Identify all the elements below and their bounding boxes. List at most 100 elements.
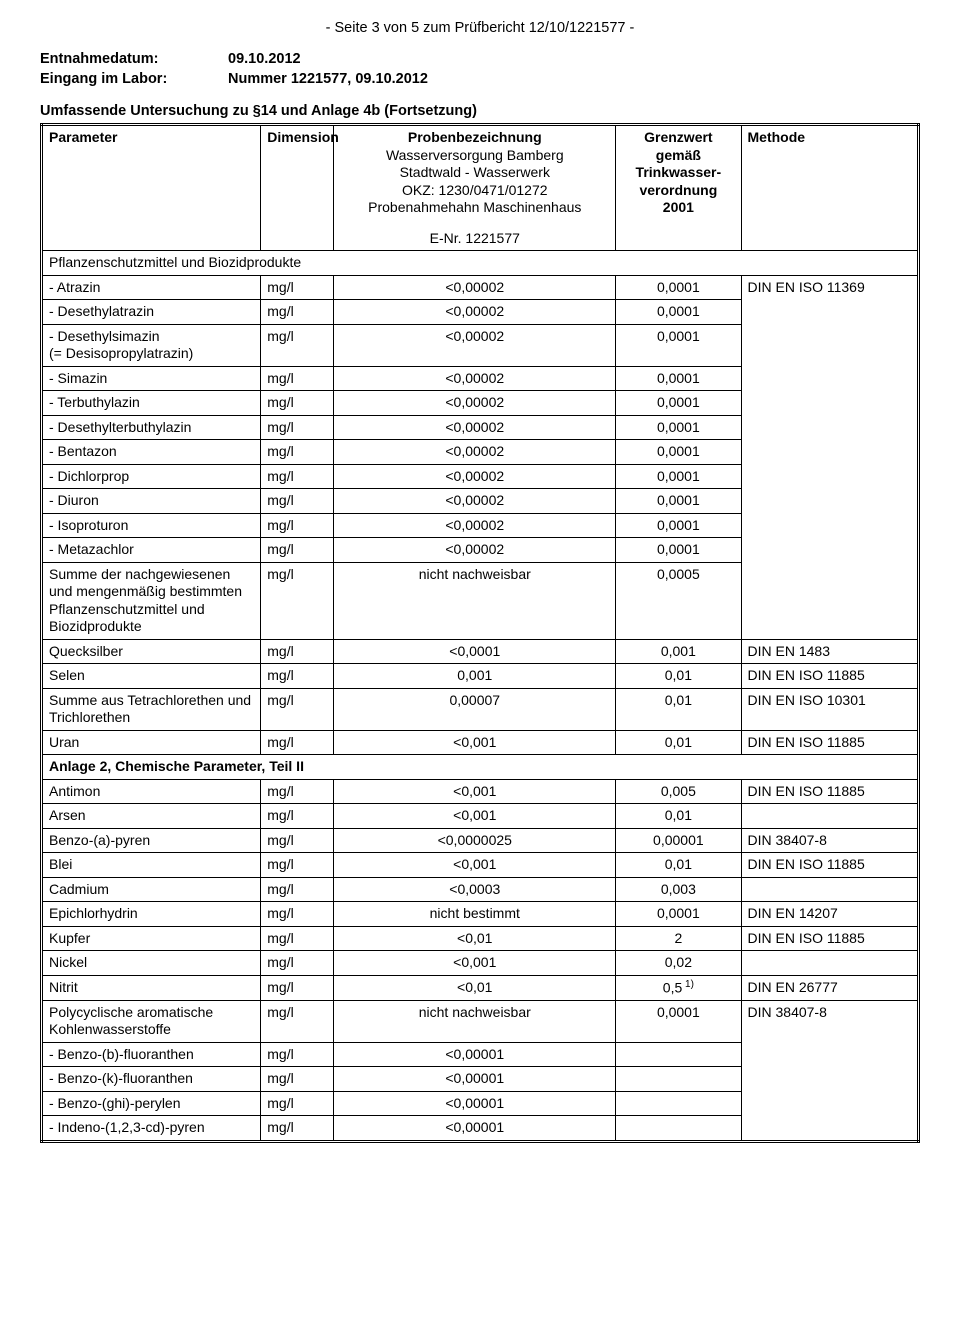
cell-parameter: Antimon <box>42 779 261 804</box>
cell-limit: 0,01 <box>616 853 741 878</box>
table-row: Nickelmg/l<0,0010,02 <box>42 951 919 976</box>
cell-limit: 0,0001 <box>616 275 741 300</box>
cell-dimension: mg/l <box>261 902 334 927</box>
cell-limit: 0,001 <box>616 639 741 664</box>
table-body: Pflanzenschutzmittel und Biozidprodukte-… <box>42 251 919 1142</box>
header-probe-line-2: OKZ: 1230/0471/01272 <box>340 182 609 200</box>
header-grenz-line-3: 2001 <box>622 199 734 217</box>
cell-limit: 0,0001 <box>616 300 741 325</box>
cell-dimension: mg/l <box>261 877 334 902</box>
cell-limit <box>616 1091 741 1116</box>
cell-limit: 0,5 1) <box>616 975 741 1000</box>
cell-limit: 0,0001 <box>616 538 741 563</box>
cell-method: DIN EN ISO 11369 <box>741 275 919 639</box>
cell-value: <0,001 <box>334 951 616 976</box>
cell-parameter: - Diuron <box>42 489 261 514</box>
cell-value: nicht nachweisbar <box>334 1000 616 1042</box>
cell-value: <0,00002 <box>334 440 616 465</box>
header-spacer-1 <box>42 220 261 251</box>
header-probe-line-1: Stadtwald - Wasserwerk <box>340 164 609 182</box>
cell-method: DIN EN ISO 11885 <box>741 664 919 689</box>
table-row: Uranmg/l<0,0010,01DIN EN ISO 11885 <box>42 730 919 755</box>
cell-method: DIN EN 14207 <box>741 902 919 927</box>
cell-value: nicht nachweisbar <box>334 562 616 639</box>
cell-value: nicht bestimmt <box>334 902 616 927</box>
cell-limit <box>616 1116 741 1142</box>
cell-value: <0,00001 <box>334 1042 616 1067</box>
cell-value: <0,00002 <box>334 324 616 366</box>
cell-parameter: - Desethylsimazin (= Desisopropylatrazin… <box>42 324 261 366</box>
cell-limit <box>616 1067 741 1092</box>
cell-value: <0,00002 <box>334 366 616 391</box>
page-header: - Seite 3 von 5 zum Prüfbericht 12/10/12… <box>40 20 920 36</box>
cell-dimension: mg/l <box>261 730 334 755</box>
cell-value: <0,01 <box>334 926 616 951</box>
cell-value: 0,001 <box>334 664 616 689</box>
cell-dimension: mg/l <box>261 275 334 300</box>
table-row: Selenmg/l0,0010,01DIN EN ISO 11885 <box>42 664 919 689</box>
cell-dimension: mg/l <box>261 828 334 853</box>
cell-parameter: - Benzo-(k)-fluoranthen <box>42 1067 261 1092</box>
cell-value: <0,001 <box>334 779 616 804</box>
cell-dimension: mg/l <box>261 1042 334 1067</box>
header-probe-line-3: Probenahmehahn Maschinenhaus <box>340 199 609 217</box>
cell-parameter: - Benzo-(ghi)-perylen <box>42 1091 261 1116</box>
cell-limit: 0,0001 <box>616 324 741 366</box>
cell-limit: 0,003 <box>616 877 741 902</box>
cell-dimension: mg/l <box>261 688 334 730</box>
cell-dimension: mg/l <box>261 639 334 664</box>
cell-dimension: mg/l <box>261 513 334 538</box>
table-row: - Atrazinmg/l<0,000020,0001DIN EN ISO 11… <box>42 275 919 300</box>
cell-dimension: mg/l <box>261 562 334 639</box>
table-row: Polycyclische aromatische Kohlenwasserst… <box>42 1000 919 1042</box>
cell-value: <0,00002 <box>334 300 616 325</box>
cell-dimension: mg/l <box>261 489 334 514</box>
header-grenz-line-0: gemäß <box>622 147 734 165</box>
cell-value: <0,001 <box>334 730 616 755</box>
cell-value: <0,001 <box>334 804 616 829</box>
cell-dimension: mg/l <box>261 926 334 951</box>
section-header-row: Anlage 2, Chemische Parameter, Teil II <box>42 755 919 780</box>
cell-dimension: mg/l <box>261 324 334 366</box>
cell-method: DIN EN ISO 11885 <box>741 926 919 951</box>
cell-limit: 0,0005 <box>616 562 741 639</box>
cell-limit: 0,0001 <box>616 391 741 416</box>
cell-limit: 0,01 <box>616 804 741 829</box>
cell-value: <0,00002 <box>334 415 616 440</box>
header-spacer-4 <box>741 220 919 251</box>
cell-value: <0,00002 <box>334 513 616 538</box>
cell-parameter: - Indeno-(1,2,3-cd)-pyren <box>42 1116 261 1142</box>
cell-limit: 0,01 <box>616 730 741 755</box>
cell-dimension: mg/l <box>261 951 334 976</box>
table-row: Nitritmg/l<0,010,5 1)DIN EN 26777 <box>42 975 919 1000</box>
cell-dimension: mg/l <box>261 804 334 829</box>
cell-value: <0,00001 <box>334 1116 616 1142</box>
cell-parameter: Polycyclische aromatische Kohlenwasserst… <box>42 1000 261 1042</box>
cell-value: <0,00002 <box>334 464 616 489</box>
header-grenz-line-2: verordnung <box>622 182 734 200</box>
cell-parameter: - Metazachlor <box>42 538 261 563</box>
cell-method <box>741 951 919 976</box>
table-row: Quecksilbermg/l<0,00010,001DIN EN 1483 <box>42 639 919 664</box>
cell-value: 0,00007 <box>334 688 616 730</box>
sampling-date-value: 09.10.2012 <box>228 50 301 70</box>
cell-value: <0,00002 <box>334 275 616 300</box>
cell-parameter: Cadmium <box>42 877 261 902</box>
table-row: Summe aus Tetrachlorethen und Trichloret… <box>42 688 919 730</box>
header-methode: Methode <box>741 125 919 220</box>
cell-parameter: Selen <box>42 664 261 689</box>
cell-parameter: - Atrazin <box>42 275 261 300</box>
cell-value: <0,00001 <box>334 1067 616 1092</box>
cell-value: <0,00001 <box>334 1091 616 1116</box>
cell-method: DIN EN ISO 11885 <box>741 853 919 878</box>
cell-value: <0,0000025 <box>334 828 616 853</box>
header-enr: E-Nr. 1221577 <box>334 220 616 251</box>
cell-dimension: mg/l <box>261 366 334 391</box>
cell-dimension: mg/l <box>261 391 334 416</box>
cell-parameter: - Benzo-(b)-fluoranthen <box>42 1042 261 1067</box>
cell-parameter: Nitrit <box>42 975 261 1000</box>
cell-parameter: Blei <box>42 853 261 878</box>
cell-dimension: mg/l <box>261 538 334 563</box>
cell-dimension: mg/l <box>261 664 334 689</box>
cell-dimension: mg/l <box>261 1091 334 1116</box>
